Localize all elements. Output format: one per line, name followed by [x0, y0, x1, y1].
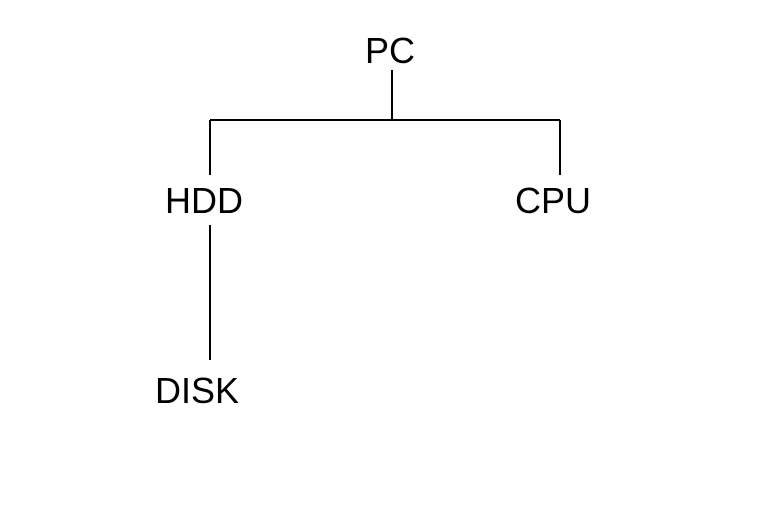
node-pc: PC [365, 30, 415, 72]
node-disk: DISK [155, 370, 239, 412]
node-hdd: HDD [165, 180, 243, 222]
node-cpu: CPU [515, 180, 591, 222]
tree-diagram: PC HDD CPU DISK [0, 0, 763, 506]
tree-edges [0, 0, 763, 506]
